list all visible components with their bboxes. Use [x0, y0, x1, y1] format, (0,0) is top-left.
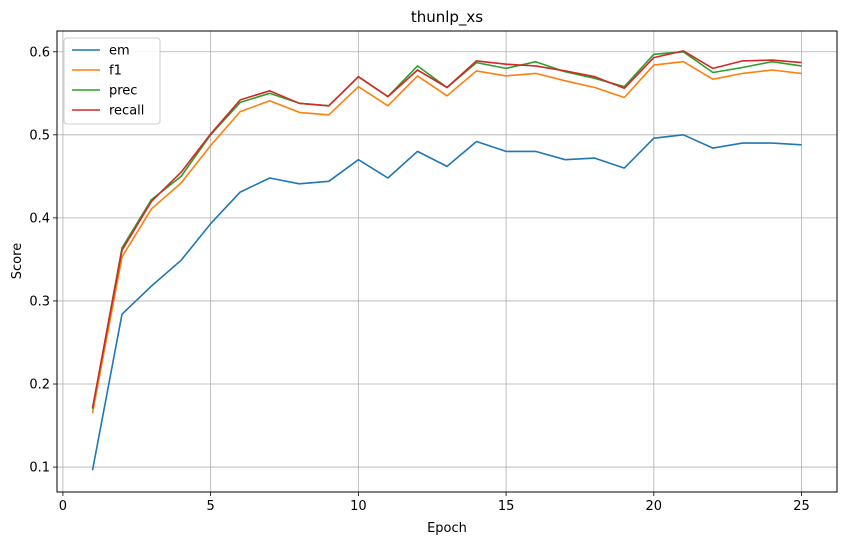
- y-tick-label: 0.5: [29, 128, 50, 143]
- chart-title: thunlp_xs: [411, 8, 483, 27]
- x-tick-label: 5: [206, 499, 214, 514]
- x-tick-label: 10: [350, 499, 367, 514]
- grid: [57, 31, 837, 492]
- legend-label-f1: f1: [109, 64, 122, 79]
- y-tick-label: 0.3: [29, 294, 50, 309]
- plot-series: [91, 50, 802, 471]
- legend-box: [63, 37, 161, 125]
- y-axis-title: Score: [10, 243, 25, 279]
- x-tick-label: 20: [646, 499, 663, 514]
- x-axis-ticks: 0 5 10 15 20 25: [59, 492, 810, 514]
- series-line-em: [91, 134, 802, 471]
- x-tick-label: 0: [59, 499, 67, 514]
- series-line-f1: [91, 60, 802, 414]
- legend-label-recall: recall: [109, 104, 144, 119]
- y-tick-label: 0.1: [29, 461, 50, 476]
- legend: em f1 prec recall: [63, 37, 161, 125]
- series-line-recall: [91, 50, 802, 409]
- y-axis-ticks: 0.1 0.2 0.3 0.4 0.5 0.6: [29, 45, 57, 476]
- x-tick-label: 15: [498, 499, 515, 514]
- x-tick-label: 25: [793, 499, 810, 514]
- y-tick-label: 0.6: [29, 45, 50, 60]
- legend-label-em: em: [109, 44, 130, 59]
- x-axis-title: Epoch: [427, 521, 467, 536]
- y-tick-label: 0.2: [29, 378, 50, 393]
- y-tick-label: 0.4: [29, 211, 50, 226]
- legend-label-prec: prec: [109, 84, 137, 99]
- plot-frame: [56, 30, 838, 493]
